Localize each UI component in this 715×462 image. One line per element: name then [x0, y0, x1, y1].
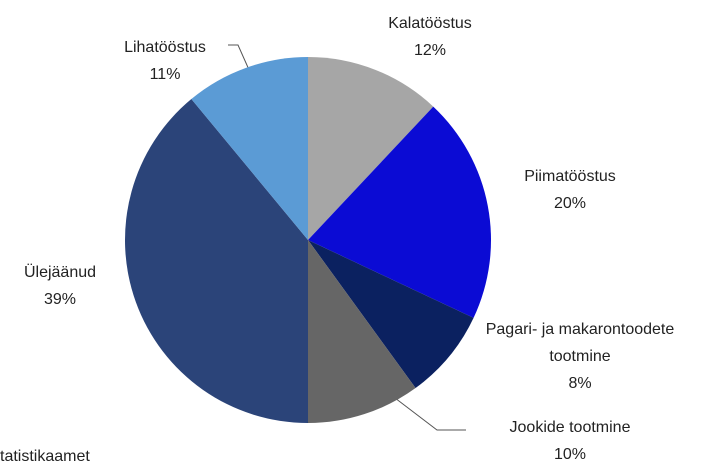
- leader-line: [228, 44, 251, 73]
- value-label: 20%: [553, 195, 587, 212]
- category-label: Lihatööstus: [124, 39, 206, 56]
- value-label: 39%: [43, 291, 77, 308]
- category-label: Jookide tootmine: [509, 419, 631, 436]
- category-label: Piimatööstus: [524, 168, 616, 185]
- pie-slice: [308, 240, 474, 389]
- value-label: 8%: [568, 375, 592, 392]
- slice-label: Lihatööstus 11%: [80, 34, 250, 88]
- slice-label: Pagari- ja makarontoodete tootmine 8%: [465, 316, 695, 397]
- pie-slice: [125, 98, 308, 423]
- category-label: Pagari- ja makarontoodete tootmine: [485, 321, 675, 365]
- pie-slice: [308, 106, 491, 318]
- category-label: Ülejäänud: [23, 264, 97, 281]
- value-label: 12%: [413, 42, 447, 59]
- slice-label: Ülejäänud 39%: [0, 259, 145, 313]
- value-label: 11%: [149, 66, 181, 83]
- leader-line: [394, 397, 466, 431]
- pie-slice: [308, 57, 434, 240]
- slice-label: Piimatööstus 20%: [485, 163, 655, 217]
- value-label: 10%: [553, 446, 587, 462]
- slice-label: Kalatööstus 12%: [345, 10, 515, 64]
- pie-slice: [191, 56, 308, 240]
- pie-slice: [308, 240, 416, 423]
- slice-label: Jookide tootmine 10%: [485, 414, 655, 462]
- category-label: Kalatööstus: [388, 15, 472, 32]
- source-note: tatistikaamet: [0, 448, 90, 462]
